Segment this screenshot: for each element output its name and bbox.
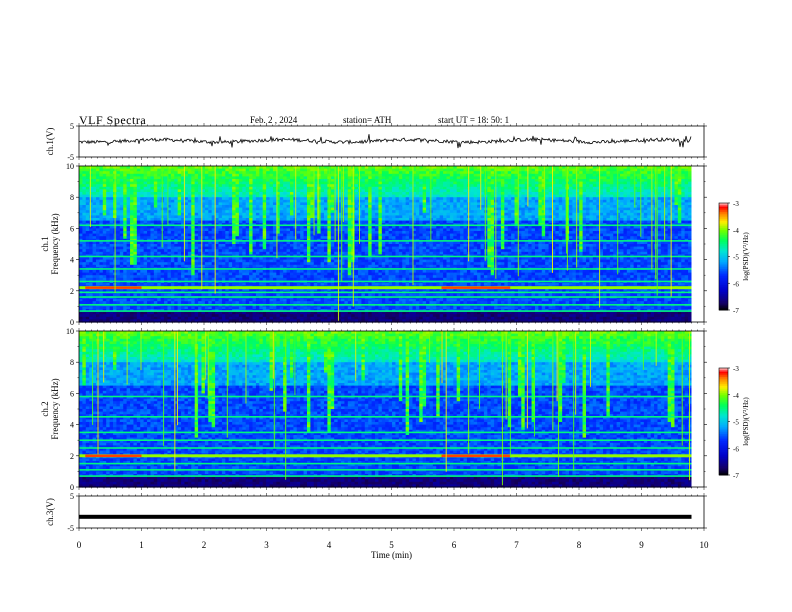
- panel-2-ytick: 10: [66, 327, 74, 336]
- panel-1-ytick: 8: [70, 193, 74, 202]
- colorbar-1-tick: -7: [733, 307, 739, 315]
- panel-0-ytick: -5: [67, 153, 74, 162]
- panel-2-ytick: 0: [70, 483, 74, 492]
- ch1-waveform-line: [79, 134, 691, 148]
- xaxis-tick: 1: [139, 540, 144, 550]
- colorbar-2-tick: -4: [733, 392, 739, 400]
- colorbar-2-tick: -6: [733, 445, 739, 453]
- panel-frame-3: [79, 496, 704, 528]
- colorbar-1-label: log(PSD)(V²/Hz): [742, 232, 750, 281]
- ch3-waveform-line: [79, 515, 692, 519]
- panel-1-ylabel-channel: ch.1: [40, 236, 50, 251]
- panel-2-ylabel-channel: ch.2: [40, 401, 50, 416]
- xaxis-tick: 7: [514, 540, 519, 550]
- xaxis-tick: 5: [389, 540, 394, 550]
- xaxis-tick: 4: [327, 540, 332, 550]
- xaxis-tick: 8: [577, 540, 582, 550]
- xaxis-tick: 0: [77, 540, 82, 550]
- spectrogram-1-cells: [79, 166, 692, 323]
- panel-2-ytick: 2: [70, 452, 74, 461]
- colorbar-1: [719, 203, 730, 311]
- panel-2-ylabel-frequency: Frequency (kHz): [50, 378, 60, 439]
- xaxis-tick: 9: [639, 540, 644, 550]
- panel-1-ytick: 10: [66, 162, 74, 171]
- colorbar-2-tick: -7: [733, 472, 739, 480]
- panel-2-ytick: 4: [70, 421, 74, 430]
- panel-1-ytick: 2: [70, 287, 74, 296]
- panel-1-ylabel-frequency: Frequency (kHz): [50, 213, 60, 274]
- colorbar-2-tick: -5: [733, 419, 739, 427]
- colorbar-1-tick: -3: [733, 200, 739, 208]
- colorbar-2-tick: -3: [733, 365, 739, 373]
- panel-1-ytick: 0: [70, 318, 74, 327]
- panel-3-ytick: -5: [67, 524, 74, 533]
- colorbar-2-label: log(PSD)(V²/Hz): [742, 397, 750, 446]
- xaxis-label: Time (min): [371, 550, 412, 560]
- colorbar-1-tick: -5: [733, 254, 739, 262]
- xaxis-tick: 10: [700, 540, 710, 550]
- panel-0-ylabel: ch.1(V): [45, 128, 55, 156]
- panel-3-ylabel: ch.3(V): [45, 498, 55, 526]
- xaxis-tick: 6: [452, 540, 457, 550]
- panel-1-ytick: 4: [70, 256, 74, 265]
- colorbar-1-tick: -6: [733, 280, 739, 288]
- panel-0-ytick: 5: [70, 122, 74, 131]
- panel-1-ytick: 6: [70, 224, 74, 233]
- xaxis-tick: 2: [202, 540, 207, 550]
- xaxis-tick: 3: [264, 540, 269, 550]
- panel-2-ytick: 6: [70, 389, 74, 398]
- panel-2-ytick: 8: [70, 358, 74, 367]
- colorbar-1-tick: -4: [733, 227, 739, 235]
- colorbar-2: [719, 368, 730, 476]
- panel-3-ytick: 5: [70, 492, 74, 501]
